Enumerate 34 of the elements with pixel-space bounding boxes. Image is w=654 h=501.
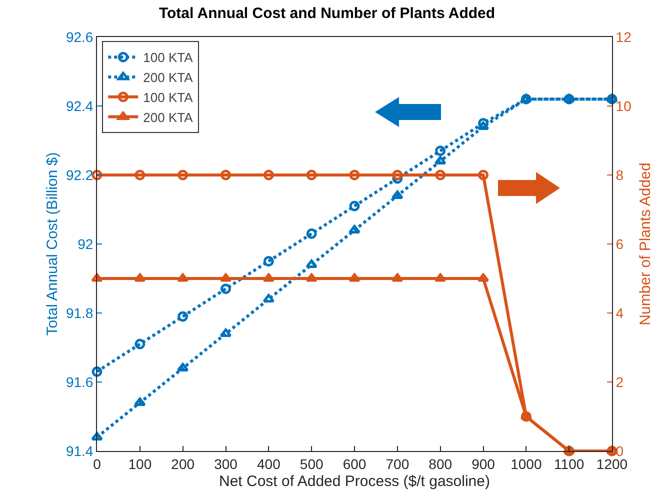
x-tick-label: 800	[428, 456, 452, 472]
x-tick-label: 1200	[596, 456, 628, 472]
chart-title: Total Annual Cost and Number of Plants Added	[158, 5, 496, 22]
y-tick-label: 92.6	[66, 28, 94, 45]
legend-label: 200 KTA	[143, 110, 194, 125]
x-axis-title: Net Cost of Added Process ($/t gasoline)	[219, 472, 490, 490]
y2-tick-label: 4	[616, 304, 624, 321]
y-tick-label: 91.6	[66, 374, 94, 390]
legend-label: 100 KTA	[143, 90, 194, 105]
legend-label: 200 KTA	[143, 70, 194, 86]
y2-tick-label: 10	[616, 98, 632, 114]
y-tick-label: 92.4	[66, 98, 94, 114]
y2-tick-label: 2	[616, 374, 624, 390]
y2-tick-label: 6	[616, 236, 624, 252]
legend-label: 100 KTA	[143, 50, 194, 66]
x-tick-label: 300	[214, 456, 238, 472]
x-tick-label: 0	[93, 456, 102, 472]
y-tick-label: 91.8	[66, 304, 94, 321]
x-tick-label: 600	[342, 456, 366, 472]
x-tick-label: 700	[386, 456, 410, 472]
y2-tick-label: 12	[616, 28, 632, 45]
y-tick-label: 92.2	[66, 166, 94, 183]
x-tick-label: 400	[256, 456, 281, 472]
y2-tick-label: 8	[616, 166, 624, 183]
y-tick-label: 92	[78, 236, 94, 252]
x-tick-label: 1100	[554, 456, 584, 472]
x-tick-label: 100	[128, 456, 152, 472]
x-tick-label: 1000	[510, 456, 542, 472]
y-axis-title: Total Annual Cost (Billion $)	[44, 152, 61, 336]
x-tick-label: 200	[171, 456, 195, 472]
x-tick-label: 500	[300, 456, 324, 472]
x-tick-label: 900	[472, 456, 496, 472]
y-tick-label: 91.4	[66, 442, 94, 459]
y2-axis-title: Number of Plants Added	[637, 162, 654, 326]
